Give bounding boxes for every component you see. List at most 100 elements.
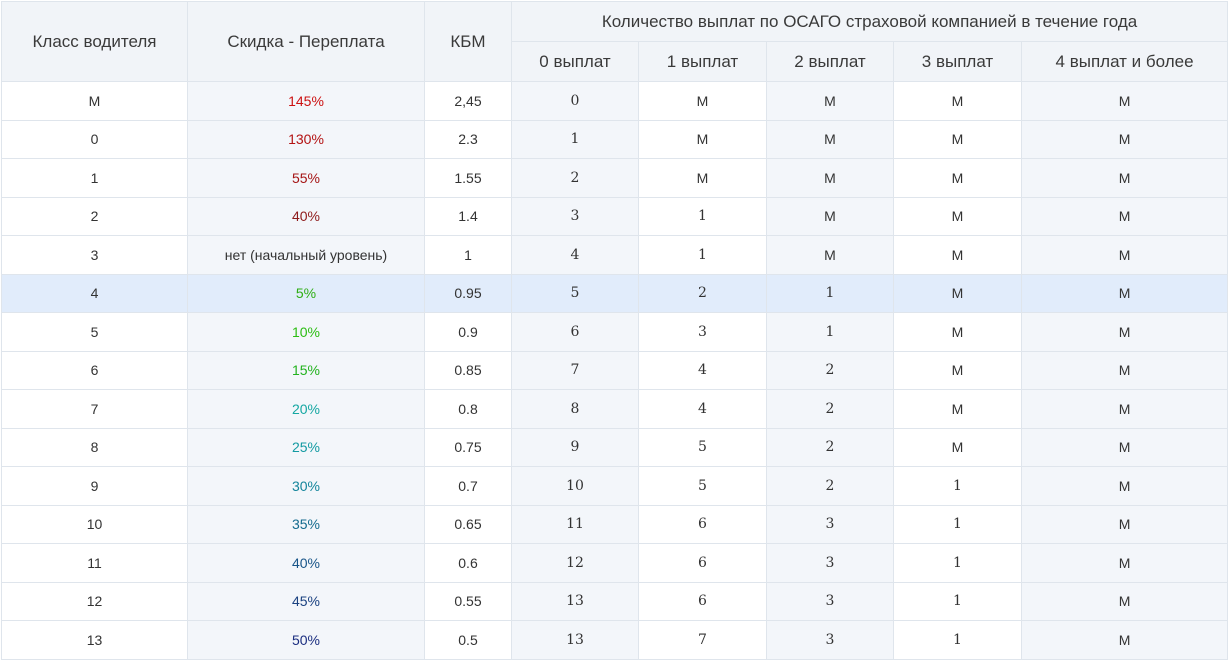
payout-2-cell: 2: [766, 427, 894, 467]
driver-class-cell: 3: [1, 235, 188, 275]
discount-cell: 40%: [187, 196, 425, 236]
payout-1-cell: 5: [638, 466, 767, 506]
payout-0-cell: 12: [511, 543, 639, 583]
table-row: М 145% 2,45 0 М М М М: [1, 81, 1229, 121]
driver-class-cell: 8: [1, 427, 188, 467]
payout-1-cell: 6: [638, 581, 767, 621]
payout-2-cell: 2: [766, 466, 894, 506]
discount-cell: 25%: [187, 427, 425, 467]
payout-3-cell: 1: [893, 543, 1022, 583]
payout-0-cell: 8: [511, 389, 639, 429]
payout-4-plus-cell: М: [1020, 389, 1229, 429]
table-row: 10 35% 0.65 11 6 3 1 М: [1, 504, 1229, 544]
payout-0-cell: 7: [511, 350, 639, 390]
kbm-cell: 0.5: [424, 620, 512, 660]
payout-4-plus-cell: М: [1020, 466, 1229, 506]
payout-0-cell: 9: [511, 427, 639, 467]
table-row: 4 5% 0.95 5 2 1 М М: [1, 273, 1229, 313]
table-row: 3 нет (начальный уровень) 1 4 1 М М М: [1, 235, 1229, 275]
payout-3-cell: М: [893, 273, 1022, 313]
payout-1-cell: 2: [638, 273, 767, 313]
payout-2-cell: 1: [766, 273, 894, 313]
payout-3-cell: М: [893, 196, 1022, 236]
discount-cell: 40%: [187, 543, 425, 583]
payout-2-cell: 3: [766, 504, 894, 544]
payout-4-plus-cell: М: [1020, 273, 1229, 313]
payout-2-cell: М: [766, 81, 894, 121]
payout-1-cell: 4: [638, 350, 767, 390]
table-row: 6 15% 0.85 7 4 2 М М: [1, 350, 1229, 390]
payout-0-cell: 6: [511, 312, 639, 352]
payout-0-cell: 1: [511, 119, 639, 159]
table-header: Класс водителя Скидка - Переплата КБМ Ко…: [1, 1, 1229, 82]
kbm-cell: 1.4: [424, 196, 512, 236]
table-row: 13 50% 0.5 13 7 3 1 М: [1, 620, 1229, 660]
payout-4-plus-cell: М: [1020, 158, 1229, 198]
header-payout-1: 1 выплат: [638, 41, 767, 82]
payout-3-cell: М: [893, 235, 1022, 275]
payout-0-cell: 5: [511, 273, 639, 313]
driver-class-cell: 2: [1, 196, 188, 236]
payout-4-plus-cell: М: [1020, 312, 1229, 352]
discount-cell: 35%: [187, 504, 425, 544]
payout-3-cell: М: [893, 350, 1022, 390]
payout-1-cell: 7: [638, 620, 767, 660]
payout-4-plus-cell: М: [1020, 543, 1229, 583]
kbm-cell: 0.9: [424, 312, 512, 352]
payout-2-cell: М: [766, 235, 894, 275]
table-body: М 145% 2,45 0 М М М М 0 130% 2.3 1 М М М М 1 55% 1.55 2 М М М М…: [1, 81, 1229, 660]
kbm-cell: 0.6: [424, 543, 512, 583]
payout-3-cell: 1: [893, 466, 1022, 506]
payout-1-cell: 6: [638, 504, 767, 544]
kbm-cell: 0.65: [424, 504, 512, 544]
payout-1-cell: М: [638, 119, 767, 159]
driver-class-cell: 1: [1, 158, 188, 198]
driver-class-cell: 10: [1, 504, 188, 544]
payout-0-cell: 3: [511, 196, 639, 236]
header-payout-2: 2 выплат: [766, 41, 894, 82]
payout-3-cell: М: [893, 389, 1022, 429]
header-discount: Скидка - Переплата: [187, 1, 425, 82]
discount-cell: 55%: [187, 158, 425, 198]
driver-class-cell: 5: [1, 312, 188, 352]
discount-cell: 15%: [187, 350, 425, 390]
payout-1-cell: М: [638, 81, 767, 121]
payout-0-cell: 11: [511, 504, 639, 544]
driver-class-cell: М: [1, 81, 188, 121]
payout-3-cell: М: [893, 81, 1022, 121]
payout-1-cell: 6: [638, 543, 767, 583]
kbm-cell: 0.55: [424, 581, 512, 621]
header-kbm: КБМ: [424, 1, 512, 82]
payout-4-plus-cell: М: [1020, 350, 1229, 390]
table-row: 1 55% 1.55 2 М М М М: [1, 158, 1229, 198]
table-row: 8 25% 0.75 9 5 2 М М: [1, 427, 1229, 467]
header-payout-4-plus: 4 выплат и более: [1020, 41, 1229, 82]
driver-class-cell: 12: [1, 581, 188, 621]
kbm-cell: 1.55: [424, 158, 512, 198]
payout-4-plus-cell: М: [1020, 581, 1229, 621]
payout-2-cell: 1: [766, 312, 894, 352]
payout-1-cell: М: [638, 158, 767, 198]
payout-4-plus-cell: М: [1020, 119, 1229, 159]
discount-cell: 45%: [187, 581, 425, 621]
table-row: 9 30% 0.7 10 5 2 1 М: [1, 466, 1229, 506]
payout-1-cell: 3: [638, 312, 767, 352]
kbm-cell: 0.75: [424, 427, 512, 467]
payout-3-cell: М: [893, 312, 1022, 352]
table-row: 0 130% 2.3 1 М М М М: [1, 119, 1229, 159]
header-driver-class: Класс водителя: [1, 1, 188, 82]
discount-cell: 130%: [187, 119, 425, 159]
driver-class-cell: 11: [1, 543, 188, 583]
payout-1-cell: 1: [638, 196, 767, 236]
kbm-cell: 2,45: [424, 81, 512, 121]
table-row: 5 10% 0.9 6 3 1 М М: [1, 312, 1229, 352]
header-payout-3: 3 выплат: [893, 41, 1022, 82]
discount-cell: 5%: [187, 273, 425, 313]
driver-class-cell: 0: [1, 119, 188, 159]
kbm-cell: 0.7: [424, 466, 512, 506]
payout-3-cell: М: [893, 119, 1022, 159]
payout-0-cell: 13: [511, 581, 639, 621]
payout-0-cell: 2: [511, 158, 639, 198]
payout-2-cell: 3: [766, 620, 894, 660]
